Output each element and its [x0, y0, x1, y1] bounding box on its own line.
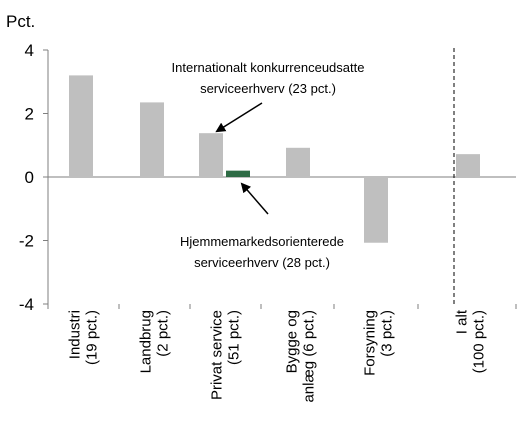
y-unit-label: Pct.	[6, 12, 35, 31]
category-label-line: (3 pct.)	[379, 310, 396, 357]
annotations: Internationalt konkurrenceudsatte service…	[172, 60, 365, 270]
category-label-line: Privat service	[209, 310, 226, 400]
y-tick-label: -4	[19, 295, 34, 314]
bars	[69, 75, 480, 243]
annotation-text: Internationalt konkurrenceudsatte	[172, 60, 365, 75]
annotation-text: serviceerhverv (28 pct.)	[194, 255, 330, 270]
category-label-line: (51 pct.)	[226, 310, 243, 365]
bar	[69, 75, 93, 177]
bar	[456, 154, 480, 177]
category-label: Landbrug (2 pct.)	[138, 310, 172, 373]
annotation-text: serviceerhverv (23 pct.)	[200, 81, 336, 96]
category-label: Forsyning (3 pct.)	[362, 310, 396, 376]
category-label-line: (100 pct.)	[471, 310, 488, 373]
bar	[286, 147, 310, 177]
annotation-text: Hjemmemarkedsorienterede	[180, 234, 344, 249]
bar	[140, 102, 164, 177]
category-label-line: anlæg (6 pct.)	[301, 310, 318, 403]
y-tick-label: 2	[25, 105, 34, 124]
annotation-arrow	[215, 102, 263, 133]
category-label: Bygge og anlæg (6 pct.)	[284, 310, 318, 403]
bar	[199, 133, 223, 177]
category-label-line: I alt	[454, 309, 471, 334]
y-tick-label: -2	[19, 232, 34, 251]
category-label: Privat service (51 pct.)	[209, 310, 243, 400]
bar	[226, 170, 250, 177]
category-label-line: Bygge og	[284, 310, 301, 373]
y-tick-label: 4	[25, 41, 34, 60]
category-label-line: (2 pct.)	[155, 310, 172, 357]
category-labels: Industri (19 pct.) Landbrug (2 pct.) Privat …	[67, 309, 488, 402]
category-label-line: Industri	[67, 310, 84, 359]
bar	[364, 177, 388, 243]
annotation-arrow	[240, 182, 269, 215]
category-label-line: Forsyning	[362, 310, 379, 376]
axes: 4 2 0 -2 -4	[19, 41, 517, 314]
category-label-line: (19 pct.)	[84, 310, 101, 365]
category-label-line: Landbrug	[138, 310, 155, 373]
category-label: Industri (19 pct.)	[67, 310, 101, 365]
category-label: I alt (100 pct.)	[454, 309, 488, 373]
y-tick-label: 0	[25, 168, 34, 187]
